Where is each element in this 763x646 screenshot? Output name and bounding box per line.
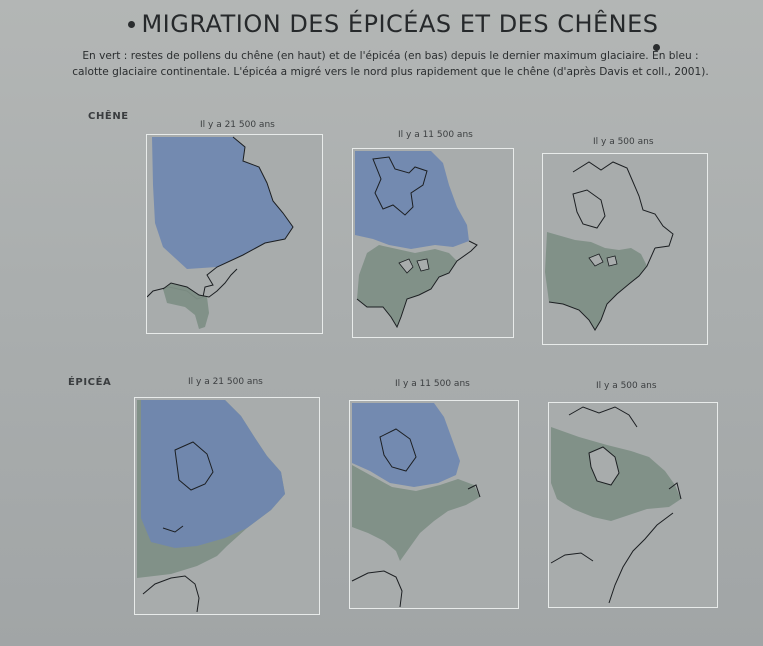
map-label-oak-21500: Il y a 21 500 ans [200,120,275,130]
caption-line-2: calotte glaciaire continentale. L'épicéa… [72,66,709,78]
coastline-north [572,161,674,249]
map-label-oak-11500: Il y a 11 500 ans [398,130,473,140]
coastline-south [162,268,238,298]
map-oak-21500 [146,134,323,334]
caption-line-1: En vert : restes de pollens du chêne (en… [82,50,699,62]
map-label-spruce-21500: Il y a 21 500 ans [188,377,263,387]
hudson-bay [588,446,620,486]
row-label-spruce: ÉPICÉA [68,377,112,388]
pollen-area [352,465,480,561]
coastline [550,406,682,604]
coastline [356,240,478,329]
pollen-area [163,283,209,329]
ice-sheet [352,403,460,487]
map-oak-11500 [352,148,514,338]
ice-sheet [152,137,293,269]
great-lakes [398,258,430,274]
hudson-bay [572,189,606,229]
map-spruce-500 [548,402,718,608]
map-label-spruce-11500: Il y a 11 500 ans [395,379,470,389]
pollen-area [545,232,647,330]
title-bullet-left [128,21,135,28]
map-spruce-21500 [134,397,320,615]
ice-sheet [141,400,285,548]
row-label-oak: CHÊNE [88,111,129,122]
pollen-area [357,245,457,327]
coastline [351,428,481,608]
map-spruce-500-drawing [550,406,682,604]
map-oak-11500-drawing [355,151,478,329]
coastline-south [548,247,656,331]
page-title: MIGRATION DES ÉPICÉAS ET DES CHÊNES [141,10,659,38]
title-bullet-right [653,44,660,51]
map-spruce-11500-drawing [351,403,481,608]
coastline-ice [372,156,428,216]
map-label-oak-500: Il y a 500 ans [593,137,654,147]
map-label-spruce-500: Il y a 500 ans [596,381,657,391]
great-lakes [588,253,618,267]
map-oak-500 [542,153,708,345]
map-spruce-21500-drawing [137,400,285,613]
coastline [142,441,214,613]
figure-caption: En vert : restes de pollens du chêne (en… [28,48,753,80]
map-oak-21500-drawing [147,136,294,329]
map-spruce-11500 [349,400,519,609]
map-oak-500-drawing [545,161,674,331]
